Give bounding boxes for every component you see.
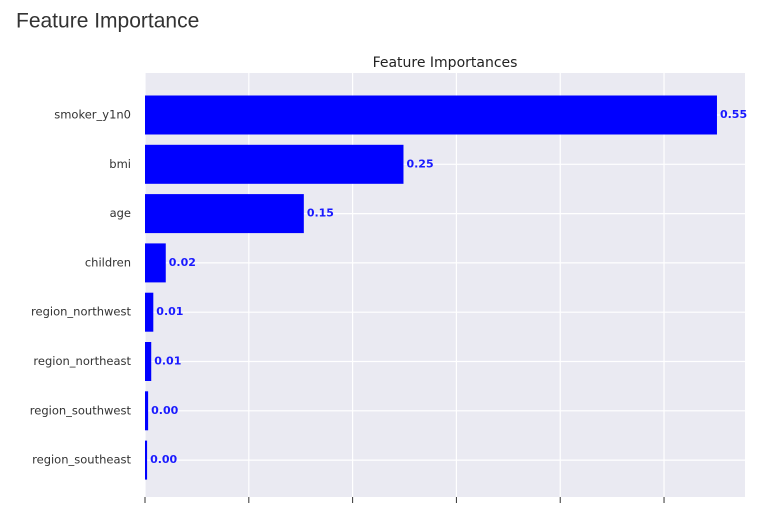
bar — [145, 95, 717, 135]
value-label: 0.01 — [156, 305, 183, 318]
value-label: 0.01 — [154, 355, 181, 368]
value-label: 0.15 — [307, 207, 334, 220]
value-label: 0.00 — [150, 453, 177, 466]
bar — [145, 342, 152, 381]
y-tick-label: age — [110, 206, 131, 220]
page-title: Feature Importance — [16, 10, 199, 33]
y-tick-label: region_southeast — [32, 453, 131, 467]
value-label: 0.00 — [151, 404, 178, 417]
y-tick-label: bmi — [109, 157, 131, 171]
value-label: 0.25 — [406, 157, 433, 170]
y-tick-label: region_northwest — [31, 305, 131, 319]
value-label: 0.55 — [720, 108, 747, 121]
y-tick-label: region_southwest — [30, 403, 132, 417]
y-tick-label: smoker_y1n0 — [54, 108, 131, 122]
bar — [145, 292, 154, 332]
chart-title: Feature Importances — [373, 55, 518, 71]
bar — [145, 391, 149, 431]
bar — [145, 440, 148, 480]
bar — [145, 243, 166, 283]
bar — [145, 144, 404, 184]
y-tick-label: region_northeast — [33, 354, 131, 368]
plot-area — [145, 73, 745, 497]
bar — [145, 194, 304, 234]
y-tick-label: children — [85, 255, 131, 269]
value-label: 0.02 — [169, 256, 196, 269]
